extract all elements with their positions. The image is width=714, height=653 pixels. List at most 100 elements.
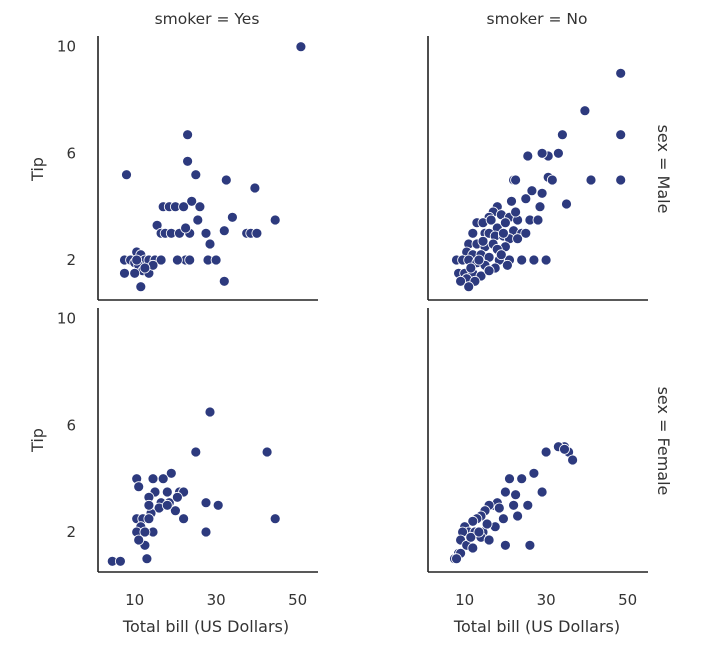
data-point: [473, 526, 485, 538]
data-point: [477, 235, 489, 247]
data-point: [473, 254, 485, 266]
data-point: [204, 406, 216, 418]
x-tick-label: 30: [207, 591, 226, 609]
data-point: [455, 275, 467, 287]
data-point: [499, 217, 511, 229]
data-point: [524, 539, 536, 551]
y-axis-label-bottom: Tip: [28, 428, 47, 453]
x-tick-label: 10: [125, 591, 144, 609]
data-point: [161, 499, 173, 511]
data-point: [261, 446, 273, 458]
data-point: [485, 214, 497, 226]
data-point: [133, 481, 145, 493]
data-point: [155, 254, 167, 266]
data-point: [512, 510, 523, 522]
data-point: [212, 499, 224, 511]
data-point: [161, 486, 173, 498]
data-point: [510, 174, 521, 186]
row-label-male: sex = Male: [654, 125, 673, 214]
data-point: [139, 526, 151, 538]
data-point: [501, 259, 513, 271]
x-axis-label-right: Total bill (US Dollars): [453, 617, 620, 636]
x-tick-label: 10: [455, 591, 474, 609]
panel-3: 10 30 50: [427, 308, 648, 609]
data-point: [493, 502, 505, 514]
data-point: [467, 542, 479, 554]
data-point: [540, 254, 552, 266]
data-point: [522, 499, 534, 511]
data-point: [506, 195, 517, 207]
data-point: [169, 505, 181, 517]
data-point: [115, 555, 126, 567]
data-point: [465, 531, 477, 543]
data-point: [540, 446, 552, 458]
panel-2: 2 6 10 10 30 50: [57, 308, 318, 609]
data-point: [553, 147, 564, 159]
data-point: [220, 174, 232, 186]
data-point: [561, 198, 572, 210]
data-point: [451, 553, 462, 565]
data-point: [210, 254, 222, 266]
data-point: [495, 249, 507, 261]
data-point: [147, 473, 159, 485]
data-point: [200, 227, 212, 239]
data-point: [119, 267, 130, 279]
data-point: [135, 281, 147, 293]
data-point: [467, 227, 479, 239]
data-point: [143, 499, 155, 511]
data-point: [226, 211, 238, 223]
x-tick-label: 50: [288, 591, 307, 609]
data-point: [510, 206, 521, 218]
data-point: [516, 254, 528, 266]
data-point: [157, 473, 169, 485]
data-point: [131, 254, 143, 266]
y-axis-label-top: Tip: [28, 157, 47, 182]
y-tick-label: 2: [66, 251, 76, 269]
data-point: [497, 513, 509, 525]
data-point: [171, 491, 183, 503]
data-point: [192, 214, 204, 226]
data-point: [465, 262, 477, 274]
data-point: [510, 489, 521, 501]
data-point: [182, 155, 194, 167]
data-point: [218, 225, 230, 237]
y-tick-label: 6: [66, 416, 76, 434]
data-point: [204, 238, 216, 250]
y-tick-label: 10: [57, 38, 76, 56]
data-point: [180, 222, 192, 234]
data-point: [467, 515, 479, 527]
data-point: [526, 185, 538, 197]
data-point: [190, 446, 202, 458]
data-point: [615, 67, 627, 79]
data-point: [520, 227, 532, 239]
x-tick-label: 30: [537, 591, 556, 609]
data-point: [141, 553, 153, 565]
col-title-smoker-no: smoker = No: [487, 10, 588, 28]
y-tick-label: 6: [66, 144, 76, 162]
data-point: [536, 187, 548, 199]
data-point: [536, 147, 548, 159]
data-point: [499, 486, 511, 498]
data-point: [171, 254, 183, 266]
data-point: [184, 254, 196, 266]
data-point: [532, 214, 544, 226]
data-point: [579, 105, 591, 117]
data-point: [522, 150, 534, 162]
data-point: [269, 214, 281, 226]
y-tick-label: 2: [66, 523, 76, 541]
data-point: [615, 129, 627, 141]
data-point: [481, 518, 493, 530]
data-point: [200, 497, 212, 509]
data-point: [536, 486, 548, 498]
data-point: [194, 201, 206, 213]
row-label-female: sex = Female: [654, 387, 673, 496]
data-point: [497, 227, 509, 239]
data-point: [249, 182, 261, 194]
data-point: [251, 227, 263, 239]
data-point: [557, 129, 568, 141]
data-point: [615, 174, 627, 186]
data-point: [512, 233, 523, 245]
col-title-smoker-yes: smoker = Yes: [155, 10, 260, 28]
data-point: [528, 254, 540, 266]
data-point: [218, 275, 230, 287]
